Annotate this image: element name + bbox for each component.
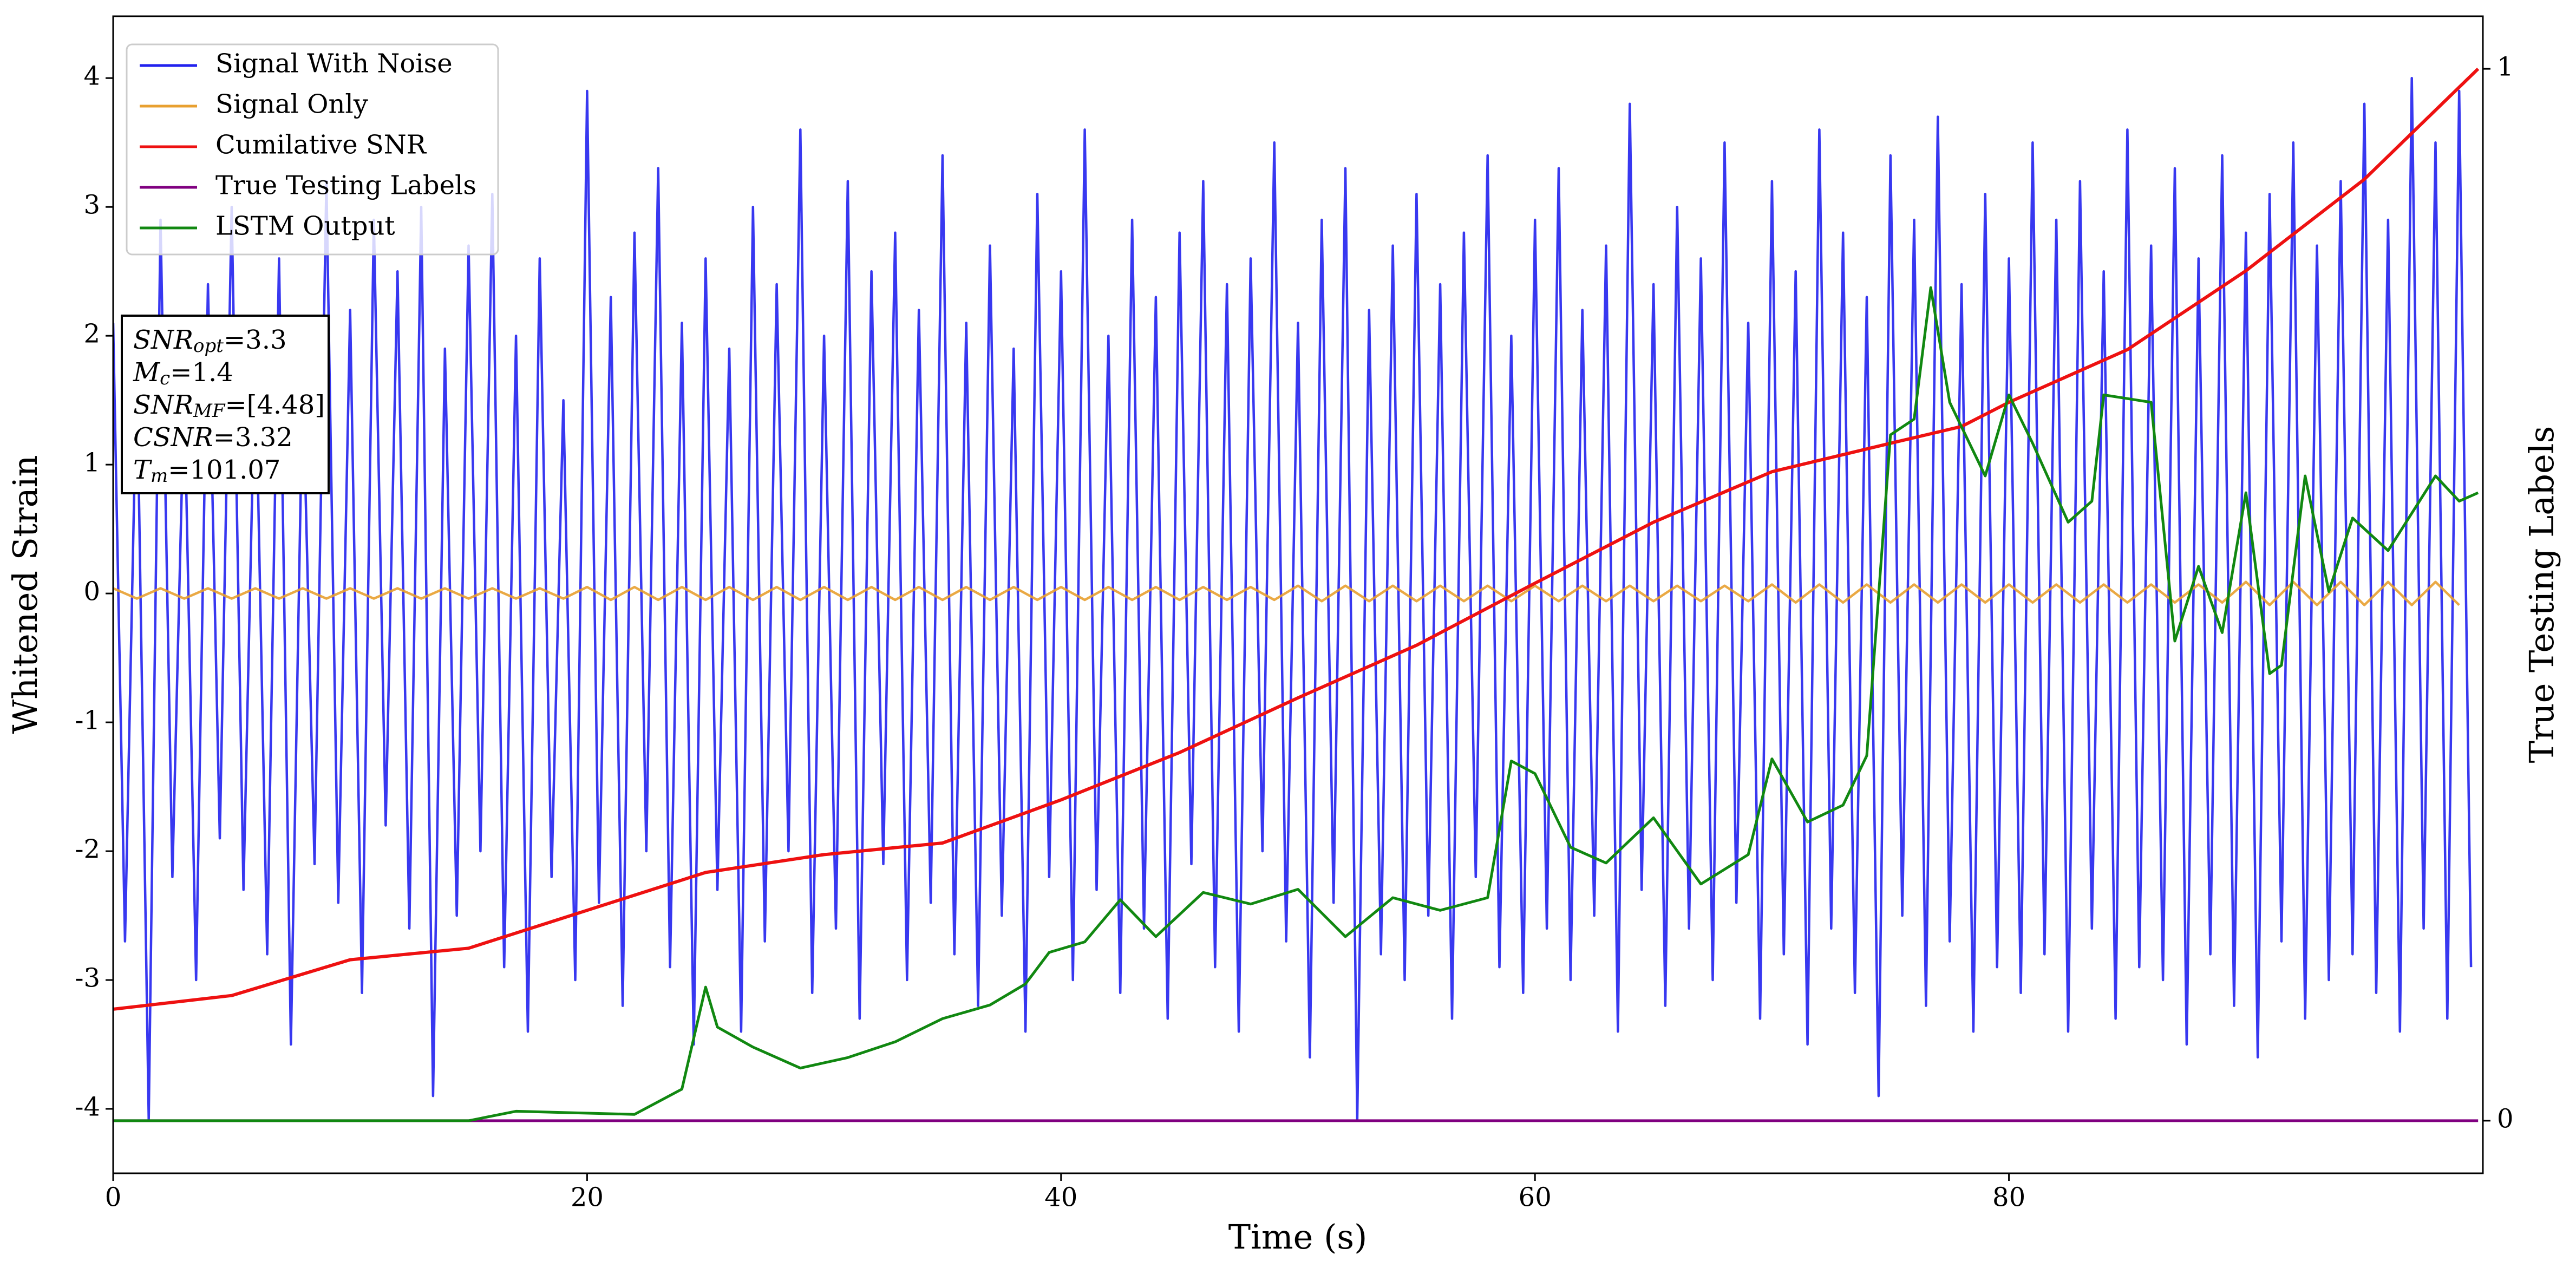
- annotation-subscript: MF: [193, 400, 226, 422]
- y-tick-label: 0: [83, 577, 100, 607]
- annotation-value: =101.07: [168, 455, 280, 485]
- annotation-symbol: SNR: [133, 390, 193, 420]
- annotation-line: CSNR=3.32: [133, 422, 293, 453]
- series-line: [113, 580, 2460, 606]
- y-tick-label: -1: [75, 705, 100, 736]
- annotation-subscript: opt: [193, 335, 224, 357]
- y-tick-label: -3: [75, 963, 100, 994]
- annotation-subscript: c: [160, 368, 170, 389]
- annotation-line: Tm=101.07: [133, 455, 280, 487]
- y2-tick-label: 0: [2497, 1103, 2514, 1134]
- annotation-value: =1.4: [170, 357, 233, 388]
- annotation-symbol: T: [133, 455, 152, 485]
- annotation-value: =3.3: [224, 325, 287, 355]
- y-tick-label: -4: [75, 1092, 100, 1122]
- y-tick-label: -2: [75, 834, 100, 865]
- legend: Signal With Noise Signal Only Cumilative S…: [126, 43, 499, 256]
- y-tick-label: 4: [83, 61, 100, 92]
- annotation-line: SNRopt=3.3: [133, 325, 287, 357]
- series-line: [113, 286, 2479, 1122]
- annotation-symbol: CSNR: [133, 422, 213, 453]
- plot-frame: [112, 15, 2484, 1174]
- annotation-line: SNRMF=[4.48]: [133, 390, 325, 422]
- y-axis-label: Whitened Strain: [5, 455, 45, 734]
- x-tick-label: 20: [571, 1182, 604, 1213]
- legend-label: Cumilative SNR: [215, 130, 427, 160]
- legend-label: LSTM Output: [215, 211, 395, 241]
- x-axis-label: Time (s): [1228, 1217, 1368, 1257]
- y-tick-label: 1: [83, 448, 100, 478]
- annotation-subscript: m: [151, 465, 168, 487]
- x-tick-label: 40: [1044, 1182, 1077, 1213]
- series-line: [113, 76, 2473, 1121]
- annotation-value: =[4.48]: [225, 390, 325, 420]
- legend-label: Signal Only: [215, 89, 368, 120]
- annotation-box: SNRopt=3.3Mc=1.4SNRMF=[4.48]CSNR=3.32Tm=…: [121, 315, 330, 494]
- series-line: [113, 67, 2480, 1011]
- x-tick-label: 60: [1519, 1182, 1552, 1213]
- annotation-frame: [121, 315, 330, 494]
- legend-label: True Testing Labels: [215, 171, 476, 201]
- annotation-line: Mc=1.4: [133, 357, 233, 390]
- y2-axis-label: True Testing Labels: [2522, 426, 2561, 763]
- annotation-symbol: SNR: [133, 325, 193, 355]
- x-tick-label: 0: [105, 1182, 122, 1213]
- legend-frame: [126, 43, 499, 256]
- legend-label: Signal With Noise: [215, 49, 453, 79]
- annotation-symbol: M: [133, 357, 161, 388]
- x-tick-label: 80: [1992, 1182, 2025, 1213]
- plot-area: [113, 67, 2480, 1122]
- y2-tick-label: 1: [2497, 52, 2514, 82]
- y-tick-label: 3: [83, 190, 100, 220]
- annotation-value: =3.32: [213, 422, 293, 453]
- y-tick-label: 2: [83, 319, 100, 349]
